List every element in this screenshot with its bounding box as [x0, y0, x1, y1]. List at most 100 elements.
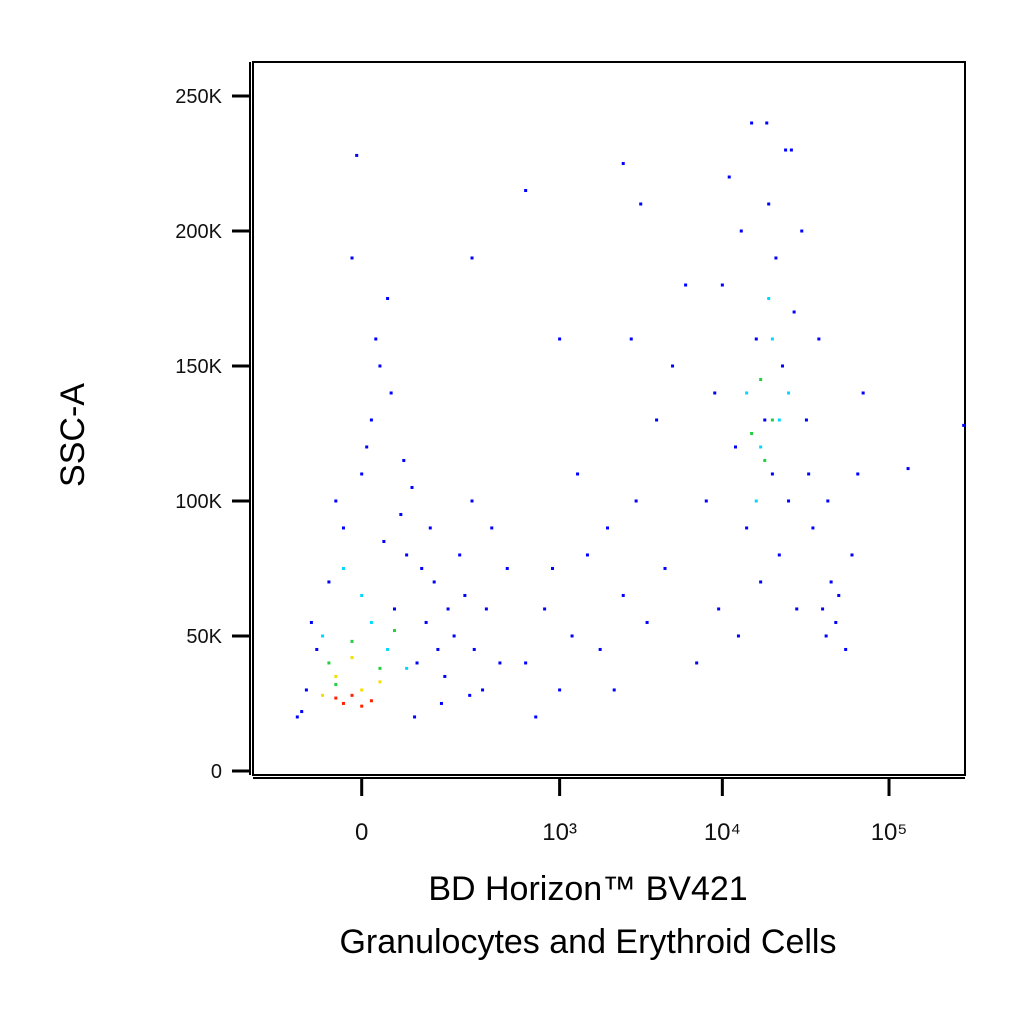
data-point — [393, 607, 397, 611]
data-point — [844, 647, 848, 651]
data-point — [727, 175, 731, 179]
data-point — [472, 647, 476, 651]
y-axis-title: SSC-A — [54, 383, 92, 487]
data-point — [736, 634, 740, 638]
data-point — [350, 639, 354, 643]
data-point — [770, 337, 774, 341]
data-point — [807, 472, 811, 476]
x-tick-label: 10⁴ — [704, 819, 741, 846]
data-point — [498, 661, 502, 665]
data-point — [745, 526, 749, 530]
data-point — [774, 256, 778, 260]
data-point — [399, 512, 403, 516]
data-point — [606, 526, 610, 530]
data-point — [634, 499, 638, 503]
data-point — [621, 593, 625, 597]
data-point — [621, 162, 625, 166]
data-point — [304, 688, 308, 692]
x-axis-title: Granulocytes and Erythroid Cells — [339, 923, 836, 961]
data-point — [962, 423, 966, 427]
y-tick-label: 200K — [175, 221, 222, 243]
data-point — [321, 693, 325, 697]
data-point — [558, 688, 562, 692]
data-point — [350, 256, 354, 260]
data-point — [720, 283, 724, 287]
data-point — [300, 710, 304, 714]
x-axis-title: BD Horizon™ BV421 — [428, 870, 747, 908]
data-point — [405, 666, 409, 670]
data-point — [800, 229, 804, 233]
data-point — [402, 458, 406, 462]
data-point — [413, 715, 417, 719]
data-point — [458, 553, 462, 557]
data-point — [777, 418, 781, 422]
data-point — [817, 337, 821, 341]
data-point — [763, 458, 767, 462]
data-point — [470, 256, 474, 260]
data-point — [341, 566, 345, 570]
data-point — [704, 499, 708, 503]
data-point — [695, 661, 699, 665]
y-tick-label: 250K — [175, 86, 222, 108]
data-point — [850, 553, 854, 557]
data-point — [334, 674, 338, 678]
data-point — [754, 337, 758, 341]
data-point — [551, 566, 555, 570]
data-point — [428, 526, 432, 530]
data-point — [713, 391, 717, 395]
data-point — [360, 593, 364, 597]
data-point — [585, 553, 589, 557]
data-point — [821, 607, 825, 611]
data-point — [826, 499, 830, 503]
data-point — [432, 580, 436, 584]
data-point — [505, 566, 509, 570]
data-point — [295, 715, 299, 719]
data-point — [811, 526, 815, 530]
data-point — [739, 229, 743, 233]
data-point — [369, 699, 373, 703]
data-point — [360, 688, 364, 692]
data-point — [424, 620, 428, 624]
data-point — [468, 693, 472, 697]
data-point — [598, 647, 602, 651]
data-point — [767, 296, 771, 300]
data-point — [374, 337, 378, 341]
data-point — [629, 337, 633, 341]
x-tick-label: 0 — [355, 819, 368, 846]
data-point — [350, 693, 354, 697]
data-point — [745, 391, 749, 395]
data-point — [612, 688, 616, 692]
data-point — [789, 148, 793, 152]
plot-frame — [252, 61, 966, 776]
data-point — [763, 418, 767, 422]
data-point — [436, 647, 440, 651]
data-point — [534, 715, 538, 719]
y-tick-label: 0 — [211, 761, 222, 783]
data-point — [787, 499, 791, 503]
data-point — [410, 485, 414, 489]
data-point — [906, 467, 910, 471]
data-point — [733, 445, 737, 449]
data-point — [443, 674, 447, 678]
data-point — [321, 634, 325, 638]
data-point — [415, 661, 419, 665]
data-point — [834, 620, 838, 624]
data-point — [369, 418, 373, 422]
data-point — [684, 283, 688, 287]
data-point — [341, 526, 345, 530]
y-tick-label: 150K — [175, 356, 222, 378]
data-point — [787, 391, 791, 395]
y-tick-label: 50K — [186, 626, 222, 648]
data-point — [327, 580, 331, 584]
data-point — [558, 337, 562, 341]
data-point — [360, 472, 364, 476]
data-point — [777, 553, 781, 557]
data-point — [327, 661, 331, 665]
data-point — [481, 688, 485, 692]
y-tick-label: 100K — [175, 491, 222, 513]
data-point — [378, 364, 382, 368]
x-tick-label: 10⁵ — [871, 819, 908, 846]
data-point — [804, 418, 808, 422]
x-tick-label: 10³ — [542, 819, 577, 846]
